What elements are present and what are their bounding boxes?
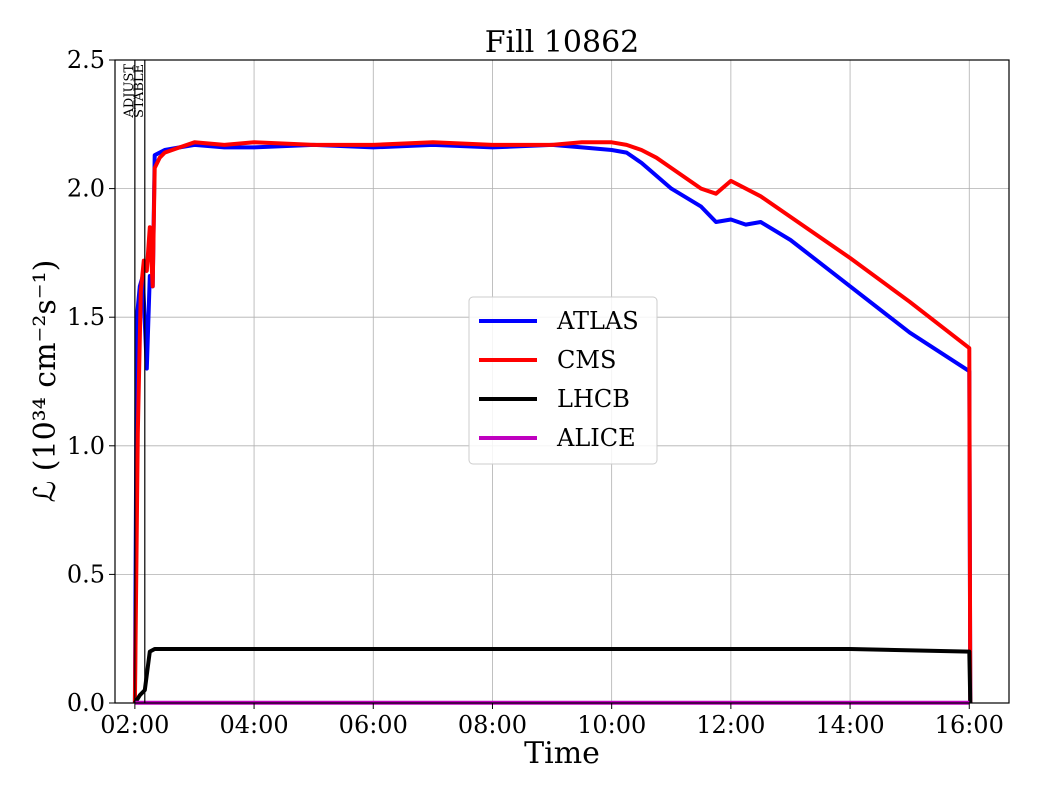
y-tick-label: 1.0: [67, 432, 105, 460]
x-tick-label: 10:00: [577, 711, 646, 739]
x-tick-label: 14:00: [815, 711, 884, 739]
y-tick-label: 0.0: [67, 689, 105, 717]
plot-frame: [114, 59, 1010, 704]
x-tick-label: 06:00: [339, 711, 408, 739]
y-axis-ticks: 0.0 0.5 1.0 1.5 2.0 2.5: [67, 46, 115, 717]
x-tick-label: 12:00: [696, 711, 765, 739]
marker-label-stable: STABLE: [132, 64, 147, 118]
x-axis-ticks: 02:00 04:00 06:00 08:00 10:00 12:00 14:00 16:00: [100, 703, 1004, 739]
legend: ATLAS CMS LHCB ALICE: [468, 296, 658, 465]
y-axis-label: ℒ (10³⁴ cm⁻²s⁻¹): [28, 260, 63, 503]
legend-label-lhcb: LHCB: [557, 385, 630, 413]
series-line-lhcb: [133, 647, 973, 705]
x-axis-label: Time: [524, 736, 600, 771]
series-line-cms: [132, 140, 973, 704]
y-tick-label: 0.5: [67, 560, 105, 588]
x-tick-label: 02:00: [100, 711, 169, 739]
marker-label-adjust: ADJUST: [122, 64, 137, 119]
chart-title: Fill 10862: [485, 25, 640, 60]
legend-label-atlas: ATLAS: [556, 307, 639, 335]
x-tick-label: 16:00: [935, 711, 1004, 739]
y-tick-label: 1.5: [67, 303, 105, 331]
x-tick-label: 04:00: [219, 711, 288, 739]
x-tick-label: 08:00: [458, 711, 527, 739]
legend-box: [468, 296, 658, 465]
legend-label-alice: ALICE: [556, 424, 636, 452]
y-tick-label: 2.0: [67, 175, 105, 203]
legend-label-cms: CMS: [557, 346, 616, 374]
y-tick-label: 2.5: [67, 46, 105, 74]
